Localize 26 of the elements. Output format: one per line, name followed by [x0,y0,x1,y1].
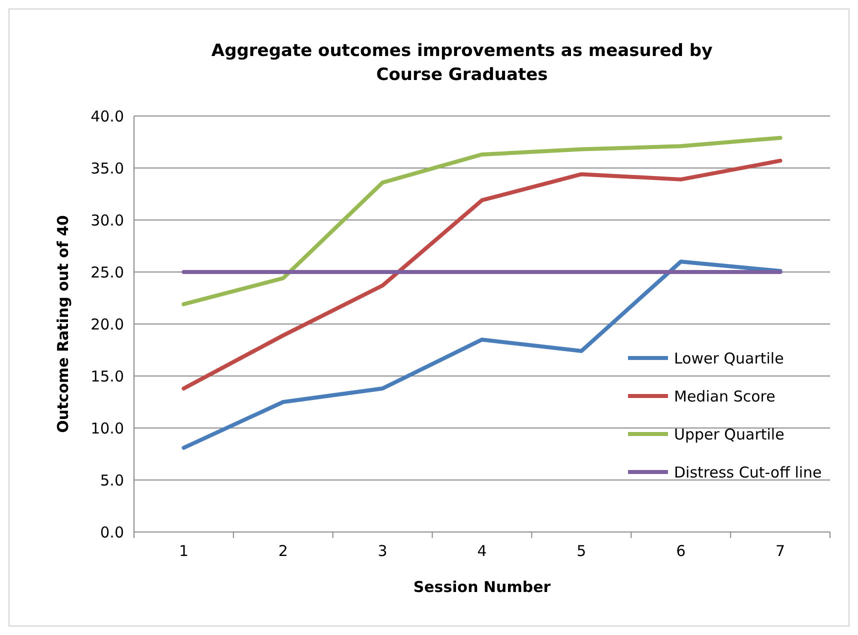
y-axis-title: Outcome Rating out of 40 [54,215,72,433]
x-tick-label: 2 [278,542,288,560]
x-axis-title: Session Number [413,578,552,596]
y-tick-label: 30.0 [90,211,124,230]
y-tick-label: 40.0 [90,107,124,126]
y-tick-label: 25.0 [90,263,124,282]
line-series [182,136,782,306]
x-tick-label: 7 [776,542,786,560]
x-tick-label: 6 [676,542,686,560]
y-tick-label: 35.0 [90,159,124,178]
y-tick-label: 10.0 [90,419,124,438]
chart-title: Aggregate outcomes improvements as measured by Course Graduates [211,41,713,85]
legend-label: Lower Quartile [674,349,784,368]
x-tick-label: 3 [378,542,388,560]
line-series [182,260,782,450]
y-tick-label: 20.0 [90,315,124,334]
legend-label: Distress Cut-off line [674,463,822,482]
line-series [182,158,782,390]
y-tick-label: 5.0 [100,471,124,490]
x-tick-label: 5 [576,542,586,560]
x-tick-label: 1 [178,542,188,560]
legend-label: Median Score [674,387,776,406]
y-tick-label: 15.0 [90,367,124,386]
y-tick-label: 0.0 [100,523,124,542]
x-tick-label: 4 [477,542,487,560]
legend-label: Upper Quartile [674,425,784,444]
